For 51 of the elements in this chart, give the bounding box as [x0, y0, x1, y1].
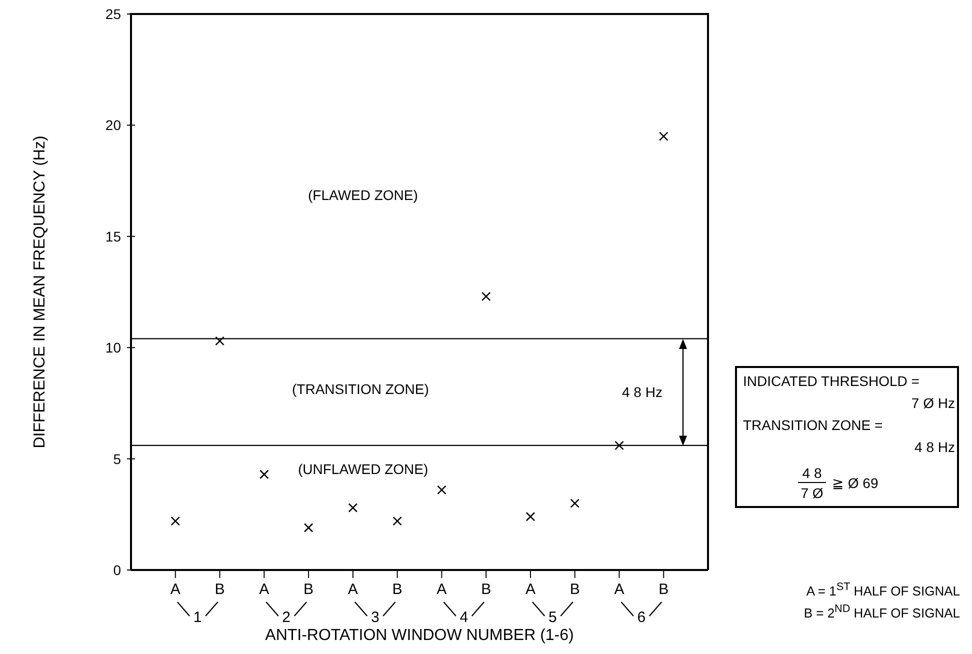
x-tick-label: A — [525, 581, 536, 598]
point — [392, 516, 402, 526]
x-axis-title: ANTI-ROTATION WINDOW NUMBER (1-6) — [265, 627, 574, 644]
x-tick-label: A — [614, 581, 624, 598]
point — [526, 512, 536, 522]
text: 3 — [370, 609, 380, 626]
text: 2 — [282, 609, 291, 626]
text: 7 Ø — [800, 484, 824, 502]
y-tick-label: 15 — [105, 228, 122, 244]
y-tick-label: 10 — [105, 340, 122, 356]
text: 5 — [548, 609, 557, 626]
x-tick-label: B — [570, 581, 580, 598]
x-tick-label: B — [481, 581, 492, 598]
point — [437, 485, 446, 495]
x-tick-label: A — [436, 581, 447, 598]
y-tick-label: 20 — [105, 117, 122, 134]
text: B = 2$^{ND}$ HALF OF SIGNAL — [804, 602, 960, 622]
x-tick-label: B — [658, 581, 669, 598]
y-tick-label: 5 — [113, 450, 122, 467]
x-tick-label: B — [392, 581, 402, 598]
point — [170, 516, 180, 526]
point — [570, 498, 580, 508]
point — [658, 132, 668, 141]
y-tick-label: 25 — [105, 6, 122, 22]
text: 1 — [193, 609, 202, 626]
text: 7 Ø Hz — [911, 394, 955, 412]
annotation: (UNFLAWED ZONE) — [298, 460, 428, 478]
text: TRANSITION ZONE = — [743, 416, 883, 434]
point — [481, 292, 491, 302]
x-tick-label: A — [170, 581, 180, 598]
x-tick-label: A — [259, 581, 270, 598]
point — [614, 440, 624, 450]
text: 4 8 Hz — [914, 438, 955, 456]
x-tick-label: A — [348, 581, 358, 598]
text: INDICATED THRESHOLD = — [743, 372, 920, 390]
point — [304, 523, 314, 532]
point — [260, 470, 269, 480]
annotation: 4 8 Hz — [622, 383, 662, 402]
x-tick-label: B — [304, 581, 314, 598]
point — [348, 503, 358, 512]
text: 6 — [637, 609, 646, 626]
annotation: (TRANSITION ZONE) — [292, 380, 429, 398]
text: 4 8 — [798, 464, 826, 483]
y-axis-title: DIFFERENCE IN MEAN FREQUENCY (Hz) — [32, 136, 49, 448]
x-tick-label: B — [214, 581, 225, 598]
text: 4 — [460, 609, 468, 626]
text: ≧ Ø 69 — [832, 474, 878, 492]
text: A = 1$^{ST}$ HALF OF SIGNAL — [806, 580, 960, 600]
y-tick-label: 0 — [113, 562, 122, 578]
point — [215, 336, 224, 346]
annotation: (FLAWED ZONE) — [308, 186, 418, 204]
